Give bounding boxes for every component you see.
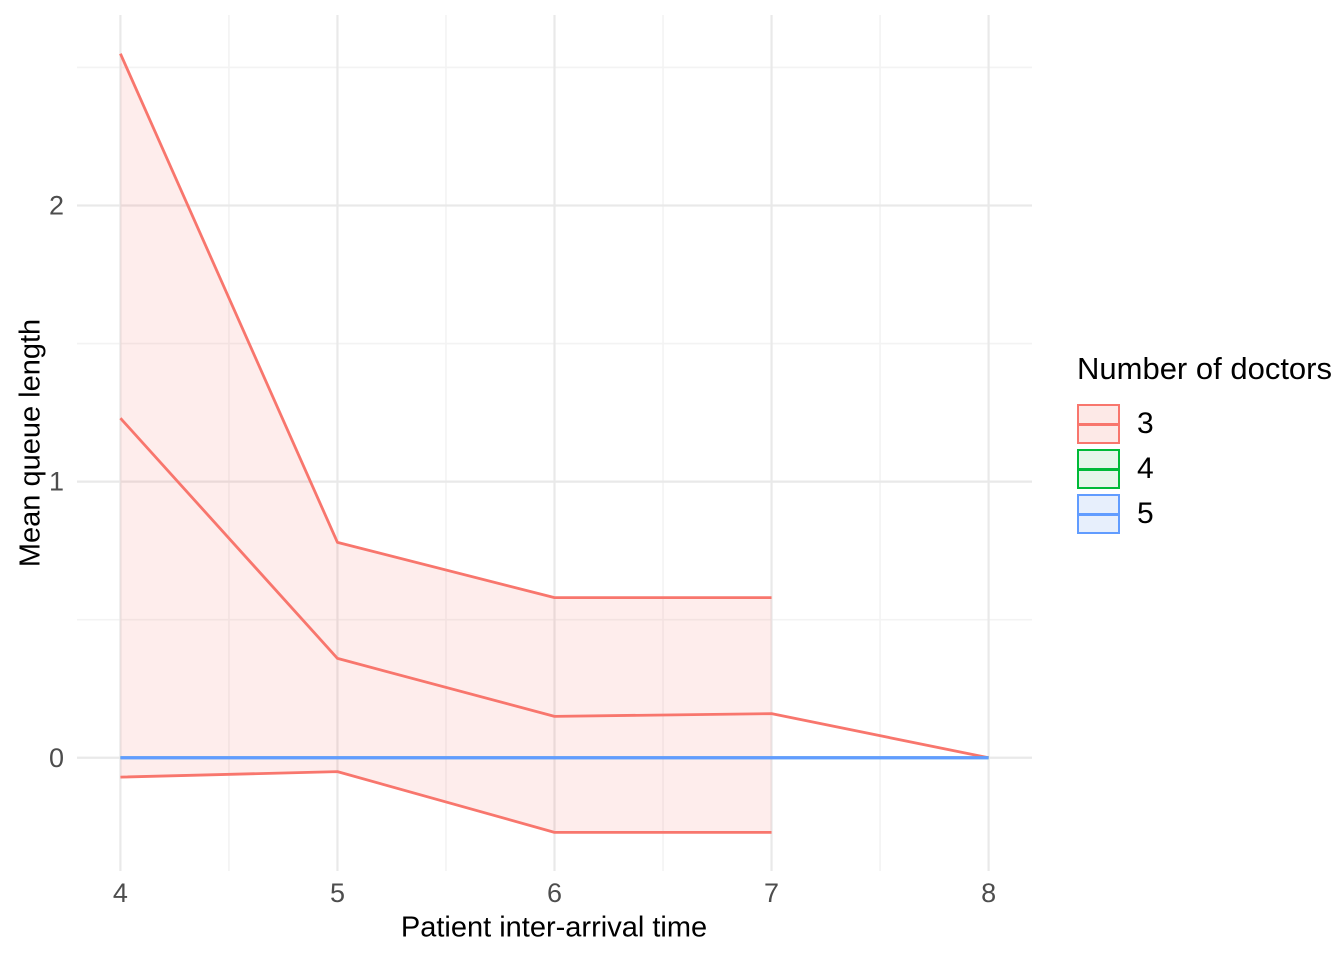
x-tick-label: 7 [764,878,779,908]
confidence-ribbon-3-doctors [120,53,772,833]
x-tick-label: 8 [981,878,996,908]
y-tick-label: 2 [49,191,64,221]
y-tick-label: 1 [49,467,64,497]
legend-label: 5 [1137,497,1154,530]
legend-key-swatch-red [1077,404,1120,444]
legend-label: 4 [1137,452,1154,485]
legend-key-line-blue [1079,512,1118,516]
x-tick-label: 4 [113,878,128,908]
x-axis-title: Patient inter-arrival time [400,911,708,944]
legend-key-line-red [1079,422,1118,426]
series-line-3-doctors [119,417,989,760]
ribbon-lower-bound-3 [120,770,772,834]
y-tick-label: 0 [49,743,64,773]
ribbon-upper-bound-3 [119,53,772,600]
legend-key-swatch-blue [1077,494,1120,534]
legend-entry-3-doctors: 3 [1077,404,1332,444]
legend-key-line-green [1079,467,1118,471]
x-tick-label: 6 [547,878,562,908]
legend-title: Number of doctors [1077,351,1332,386]
legend-key-swatch-green [1077,449,1120,489]
legend-entry-4-doctors: 4 [1077,449,1332,489]
y-axis-title: Mean queue length [14,318,47,568]
legend-entry-5-doctors: 5 [1077,494,1332,534]
x-tick-label: 5 [330,878,345,908]
legend: Number of doctors 3 4 5 [1077,351,1332,539]
legend-label: 3 [1137,407,1154,440]
